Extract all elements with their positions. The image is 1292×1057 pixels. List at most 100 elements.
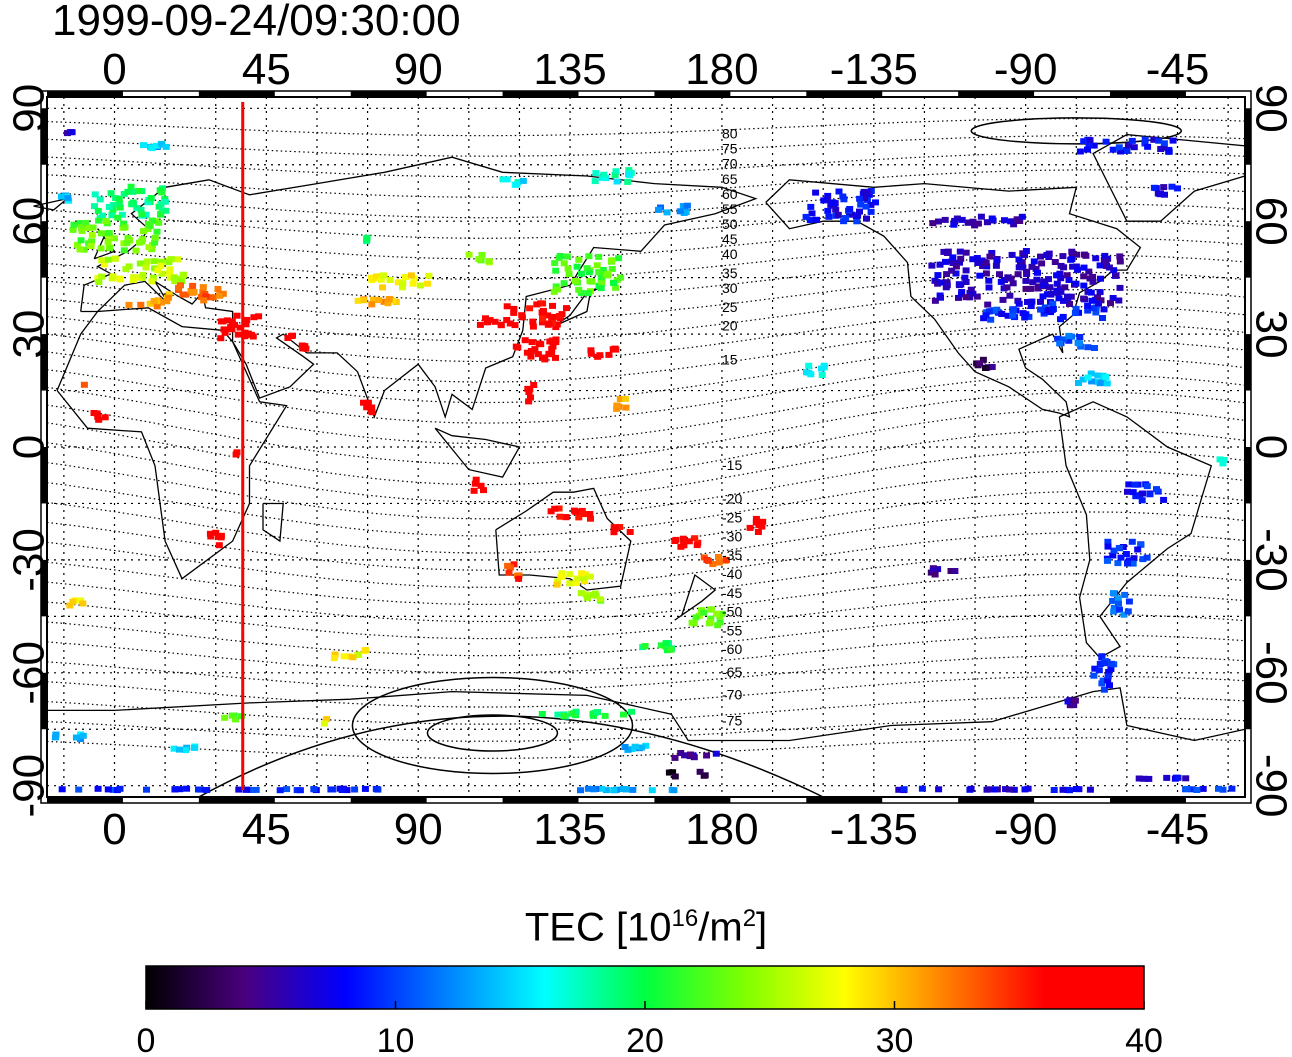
tec-cell bbox=[1037, 253, 1044, 260]
tec-cell bbox=[1098, 680, 1106, 687]
tec-cell bbox=[221, 714, 229, 721]
tec-cell bbox=[1080, 295, 1088, 302]
tec-cell bbox=[655, 206, 662, 213]
tec-cell bbox=[615, 255, 623, 262]
tec-cell bbox=[1045, 250, 1053, 257]
tec-cell bbox=[510, 305, 518, 312]
lon-tick-label-top: -90 bbox=[994, 45, 1058, 94]
tec-cell bbox=[537, 341, 545, 348]
tec-cell bbox=[105, 229, 113, 236]
tec-cell bbox=[146, 300, 154, 307]
tec-cell bbox=[1123, 147, 1131, 153]
tec-cell bbox=[1139, 556, 1147, 563]
tec-cell bbox=[525, 398, 533, 405]
tec-cell bbox=[1084, 344, 1092, 351]
tec-cell bbox=[161, 198, 169, 205]
tec-cell bbox=[515, 572, 523, 579]
tec-cell bbox=[199, 284, 207, 291]
tec-cell bbox=[104, 238, 112, 245]
tec-cell bbox=[641, 643, 649, 649]
tec-cell bbox=[895, 786, 903, 793]
tec-cell bbox=[638, 744, 645, 751]
tec-cell bbox=[988, 215, 996, 222]
tec-cell bbox=[1094, 372, 1102, 379]
tec-cell bbox=[979, 356, 987, 363]
lat-tick-label-left: 30 bbox=[5, 310, 54, 359]
tec-cell bbox=[1059, 786, 1067, 793]
tec-cell bbox=[840, 218, 848, 225]
tec-cell bbox=[321, 720, 328, 727]
tec-cell bbox=[1110, 267, 1118, 274]
tec-region bbox=[232, 449, 241, 458]
tec-cell bbox=[955, 294, 962, 301]
tec-cell bbox=[596, 352, 604, 359]
tec-cell bbox=[497, 322, 505, 329]
tec-cell bbox=[1047, 290, 1055, 297]
tec-cell bbox=[79, 732, 87, 739]
tec-cell bbox=[581, 578, 589, 585]
tec-cell bbox=[1116, 606, 1123, 613]
tec-cell bbox=[1053, 287, 1061, 294]
tec-cell bbox=[1064, 297, 1072, 304]
tec-cell bbox=[485, 258, 493, 264]
lon-tick-label-top: 90 bbox=[394, 45, 443, 94]
tec-region bbox=[330, 647, 370, 662]
map-grid bbox=[47, 97, 1245, 797]
tec-cell bbox=[935, 218, 942, 225]
tec-cell bbox=[1084, 146, 1091, 153]
tec-cell bbox=[1087, 289, 1095, 296]
tec-cell bbox=[1089, 305, 1097, 312]
tec-cell bbox=[829, 199, 837, 206]
contour-line bbox=[46, 118, 1246, 137]
frame-segment bbox=[502, 797, 579, 803]
colorbar-tick-label: 20 bbox=[626, 1022, 664, 1057]
tec-cell bbox=[579, 574, 587, 581]
contour-label: 80 bbox=[722, 126, 738, 142]
tec-cell bbox=[70, 221, 78, 228]
lat-tick-label-left: 60 bbox=[5, 197, 54, 246]
tec-cell bbox=[707, 615, 715, 622]
tec-region bbox=[553, 570, 594, 588]
tec-cell bbox=[476, 321, 484, 328]
tec-cell bbox=[95, 416, 103, 423]
lat-tick-label-right: 30 bbox=[1246, 310, 1292, 359]
tec-cell bbox=[571, 278, 579, 284]
tec-cell bbox=[707, 606, 715, 613]
tec-cell bbox=[102, 218, 110, 225]
contour-label: -50 bbox=[722, 604, 742, 620]
tec-cell bbox=[116, 276, 124, 283]
tec-cell bbox=[1088, 297, 1096, 304]
tec-cell bbox=[64, 194, 72, 201]
tec-cell bbox=[157, 140, 165, 147]
tec-cell bbox=[587, 515, 594, 522]
tec-cell bbox=[977, 213, 985, 220]
tec-cell bbox=[1086, 786, 1094, 793]
coastline bbox=[495, 487, 632, 591]
tec-cell bbox=[557, 573, 565, 580]
tec-cell bbox=[140, 228, 147, 235]
tec-cell bbox=[857, 201, 865, 208]
tec-cell bbox=[584, 785, 592, 792]
tec-cell bbox=[1065, 337, 1073, 344]
tec-cell bbox=[235, 786, 243, 793]
contour-line bbox=[46, 593, 1246, 640]
tec-cell bbox=[124, 188, 132, 195]
tec-cell bbox=[974, 220, 982, 227]
tec-cell bbox=[983, 263, 991, 270]
tec-cell bbox=[1041, 304, 1049, 311]
tec-cell bbox=[1193, 787, 1201, 793]
tec-cell bbox=[425, 272, 433, 279]
tec-cell bbox=[362, 647, 370, 653]
contour-line bbox=[46, 152, 1246, 178]
tec-cell bbox=[1105, 668, 1113, 675]
tec-cell bbox=[942, 258, 949, 265]
tec-cell bbox=[121, 224, 129, 231]
tec-cell bbox=[1102, 374, 1110, 380]
tec-cell bbox=[195, 786, 202, 793]
tec-cell bbox=[1072, 280, 1080, 287]
tec-region bbox=[587, 345, 620, 360]
tec-cell bbox=[1116, 545, 1124, 552]
tec-cell bbox=[1071, 310, 1079, 316]
colorbar: 0 10 20 30 40 bbox=[137, 965, 1163, 1057]
tec-cell bbox=[969, 218, 977, 225]
